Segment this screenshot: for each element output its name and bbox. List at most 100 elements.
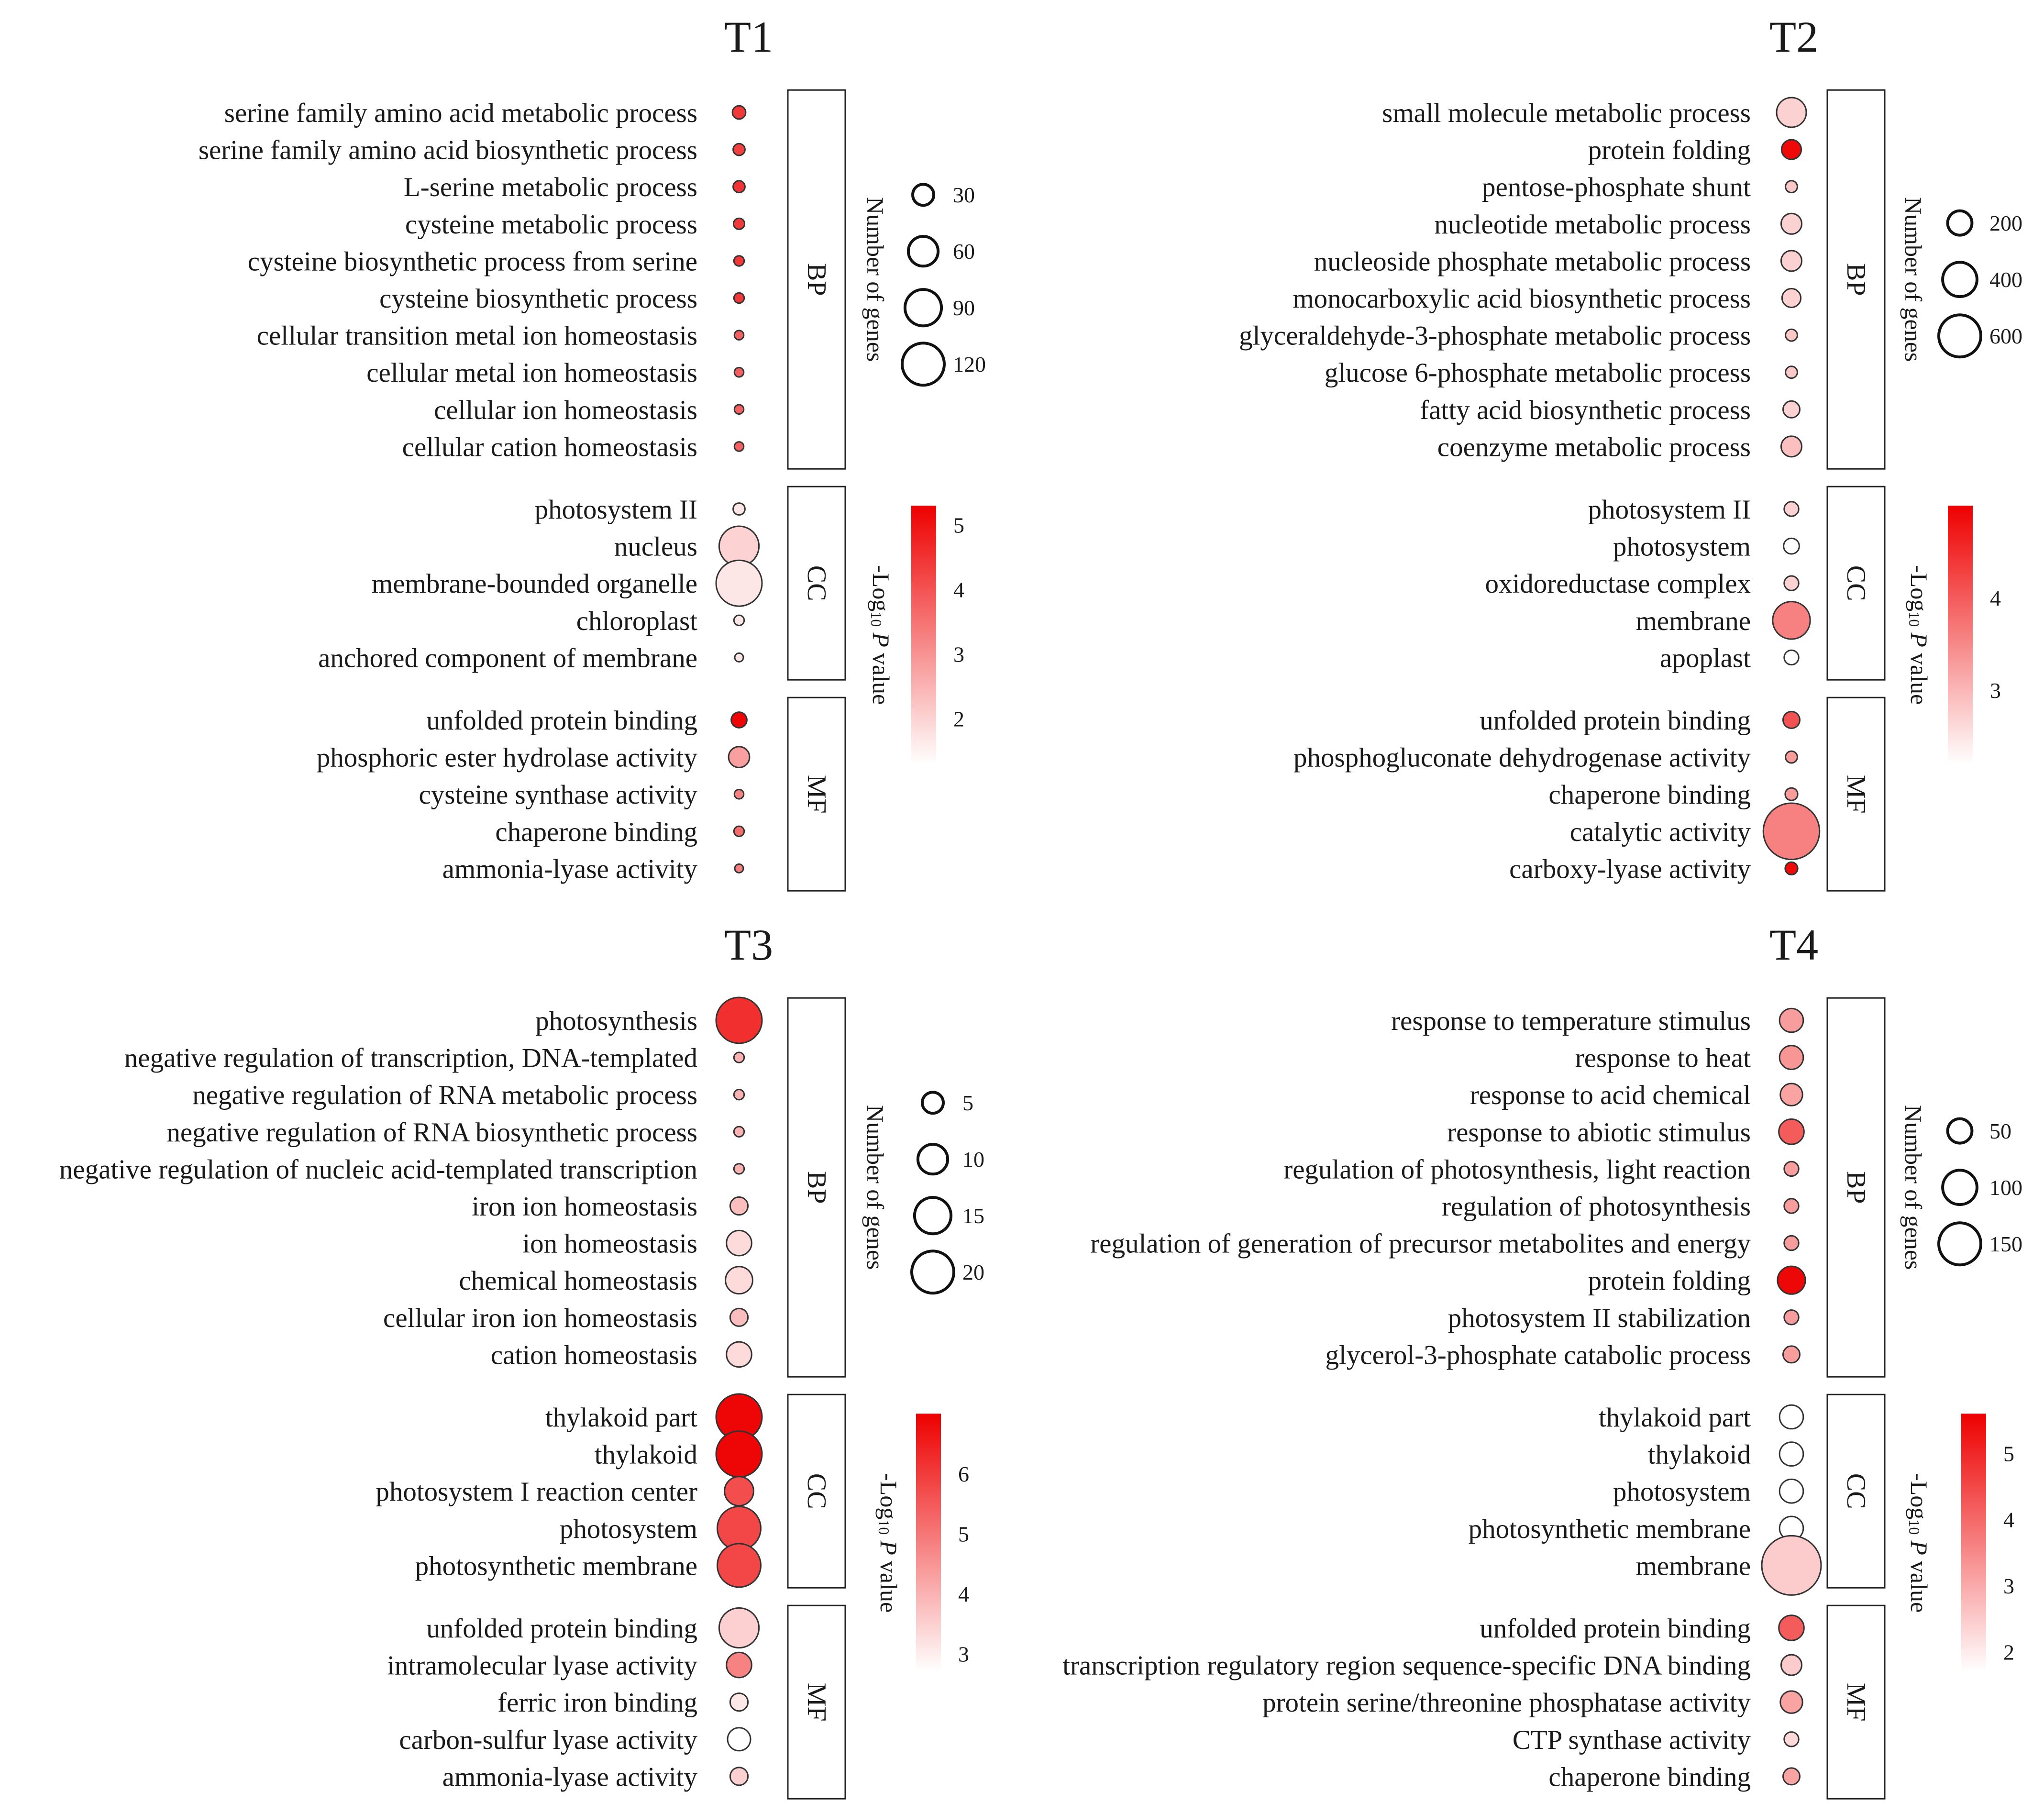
term-label: thylakoid: [1648, 1440, 1751, 1470]
category-label: MF: [802, 775, 831, 814]
term-label: membrane: [1635, 606, 1751, 636]
color-legend-title-sub: 10: [1906, 1519, 1923, 1535]
color-legend-title-sub: 10: [868, 611, 885, 627]
category-label: CC: [1841, 1473, 1871, 1509]
size-legend-title: Number of genes: [862, 1105, 889, 1270]
term-dot: [729, 1196, 749, 1216]
color-legend-title-sub: 10: [1906, 611, 1923, 627]
term-label: thylakoid: [595, 1440, 697, 1470]
term-dot: [1778, 1118, 1805, 1145]
term-dot: [1785, 328, 1798, 342]
color-legend-title-suffix: value: [868, 653, 895, 705]
term-dot: [1785, 180, 1798, 194]
category-label: BP: [1841, 1171, 1871, 1204]
term-dot: [1776, 97, 1807, 128]
term-label: photosystem I reaction center: [376, 1477, 697, 1507]
panel-t3: T3 photosynthesis negative regulation of t…: [59, 920, 984, 1800]
term-label: ion homeostasis: [522, 1229, 697, 1259]
term-dot: [729, 1692, 749, 1712]
term-label: unfolded protein binding: [426, 706, 697, 736]
color-legend-bar: [916, 1414, 941, 1672]
term-label: serine family amino acid metabolic proce…: [224, 98, 697, 128]
term-label: chloroplast: [576, 606, 697, 636]
size-legend-circle: [916, 1143, 950, 1176]
term-dot: [715, 559, 763, 607]
term-label: cellular metal ion homeostasis: [366, 358, 697, 388]
term-label: cellular transition metal ion homeostasi…: [257, 321, 697, 351]
term-label: glyceraldehyde-3-phosphate metabolic pro…: [1239, 321, 1751, 351]
size-legend-title: Number of genes: [1900, 1105, 1927, 1270]
term-dot: [1785, 365, 1798, 379]
term-dot: [718, 1607, 760, 1649]
size-legend-circle: [906, 235, 940, 268]
term-label: nucleus: [614, 532, 697, 562]
term-dot: [1784, 787, 1799, 801]
term-dot: [726, 1651, 752, 1679]
term-dot: [1772, 601, 1811, 640]
term-dot: [1784, 861, 1799, 876]
term-dot: [1781, 287, 1802, 309]
term-dot: [733, 614, 745, 627]
term-dot: [1783, 1235, 1800, 1251]
term-dot: [1779, 1441, 1804, 1467]
category-label: CC: [1841, 565, 1871, 601]
term-label: response to acid chemical: [1470, 1080, 1751, 1110]
term-label: cysteine synthase activity: [419, 780, 698, 810]
term-dot: [1782, 400, 1801, 419]
term-label: nucleotide metabolic process: [1434, 210, 1751, 240]
size-legend-value: 15: [962, 1204, 984, 1228]
category-box-mf: [787, 696, 846, 892]
color-legend-tick: 4: [958, 1582, 969, 1606]
color-legend-title-suffix: value: [1906, 653, 1933, 705]
term-label: regulation of photosynthesis, light reac…: [1283, 1154, 1751, 1184]
color-legend-title-p: P: [1906, 1540, 1933, 1555]
category-label: BP: [802, 263, 831, 296]
term-dot: [1782, 1767, 1801, 1786]
term-label: cation homeostasis: [491, 1340, 697, 1370]
term-dot: [1783, 501, 1800, 517]
term-dot: [733, 825, 745, 838]
panel-t1: T1 serine family amino acid metabolic pro…: [199, 12, 986, 892]
size-legend-circle: [913, 1196, 953, 1236]
category-box-bp: [787, 997, 846, 1378]
term-label: response to temperature stimulus: [1391, 1006, 1751, 1036]
term-label: cellular cation homeostasis: [402, 432, 697, 462]
term-dot: [1785, 750, 1798, 764]
term-label: cysteine metabolic process: [405, 210, 697, 240]
term-label: ferric iron binding: [497, 1688, 697, 1718]
term-dot: [732, 217, 746, 230]
term-dot: [724, 1476, 754, 1507]
term-label: photosystem: [1613, 1477, 1751, 1507]
term-dot: [734, 863, 744, 873]
size-legend-title: Number of genes: [1900, 197, 1927, 362]
term-dot: [1777, 1265, 1806, 1295]
term-dot: [732, 180, 746, 194]
color-legend-title-prefix: -Log: [875, 1473, 902, 1519]
term-dot: [1761, 1535, 1822, 1596]
size-legend-circle: [921, 1091, 945, 1115]
term-dot: [1783, 1161, 1800, 1177]
term-dot: [1780, 212, 1802, 235]
term-label: membrane: [1635, 1551, 1751, 1581]
category-box-cc: [1826, 486, 1886, 681]
term-dot: [726, 1229, 752, 1257]
term-label: ammonia-lyase activity: [442, 854, 698, 884]
term-label: nucleoside phosphate metabolic process: [1314, 246, 1751, 276]
category-label: BP: [802, 1171, 831, 1204]
color-legend-title-p: P: [1906, 632, 1933, 647]
term-dot: [727, 1727, 751, 1752]
term-dot: [733, 1089, 745, 1101]
term-label: thylakoid part: [545, 1403, 697, 1433]
term-dot: [1783, 649, 1800, 666]
term-dot: [732, 502, 746, 516]
term-label: protein folding: [1588, 1266, 1751, 1296]
term-dot: [730, 711, 748, 729]
size-legend-circle: [1937, 1221, 1982, 1267]
term-label: photosystem II: [1588, 495, 1751, 525]
color-legend-title-suffix: value: [875, 1561, 902, 1613]
size-legend-title: Number of genes: [862, 197, 889, 362]
size-legend-value: 30: [953, 183, 975, 207]
term-label: cellular iron ion homeostasis: [383, 1303, 697, 1333]
color-legend-tick: 3: [2003, 1574, 2014, 1598]
term-label: coenzyme metabolic process: [1437, 432, 1751, 462]
